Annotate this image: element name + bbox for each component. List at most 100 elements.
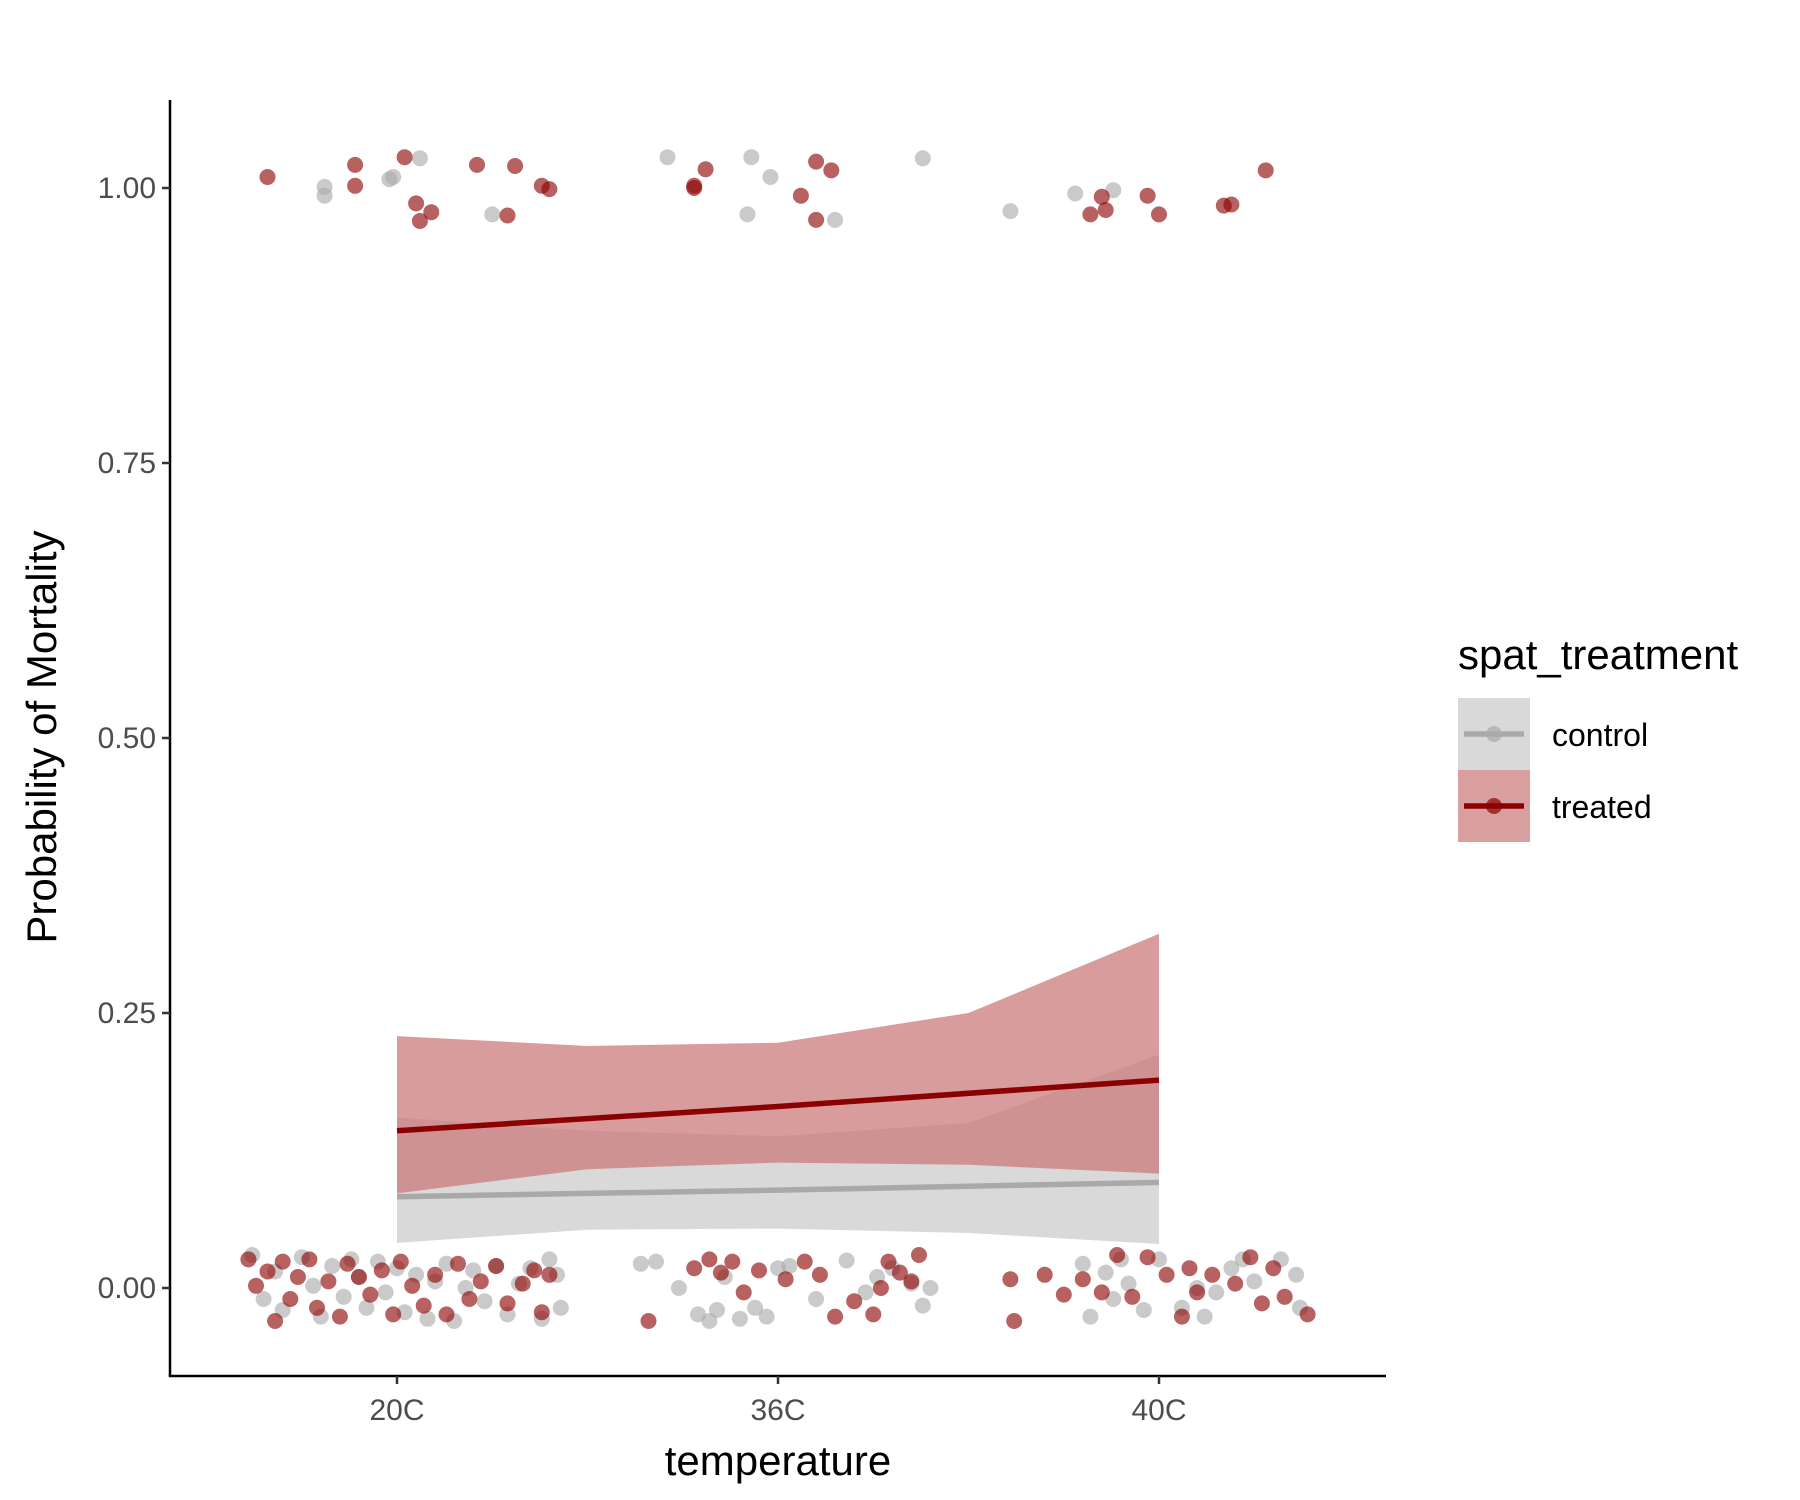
confidence-ribbons	[397, 933, 1159, 1244]
point-control	[1135, 1302, 1152, 1318]
point-treated	[880, 1253, 897, 1270]
point-treated	[423, 204, 440, 221]
point-control	[358, 1299, 375, 1316]
point-control	[914, 150, 931, 167]
point-control	[827, 211, 844, 228]
point-treated	[751, 1262, 767, 1279]
point-control	[1223, 1260, 1240, 1277]
y-tick-label: 0.50	[98, 722, 156, 755]
point-treated	[846, 1293, 863, 1310]
point-control	[1002, 203, 1019, 220]
point-treated	[827, 1308, 844, 1325]
point-treated	[350, 1269, 367, 1285]
point-treated	[1223, 196, 1240, 213]
point-treated	[533, 1304, 550, 1321]
point-control	[632, 1255, 649, 1272]
y-axis-ticks: 0.00 0.25 0.50 0.75 1.00	[98, 172, 170, 1305]
point-treated	[427, 1266, 444, 1283]
legend-item-control: control	[1458, 698, 1648, 770]
point-treated	[347, 156, 364, 173]
point-control	[1067, 185, 1084, 202]
fit-line-treated	[396, 1077, 1160, 1134]
point-treated	[1253, 1295, 1270, 1312]
point-treated	[320, 1273, 337, 1290]
point-treated	[438, 1306, 455, 1323]
point-control	[1074, 1255, 1091, 1272]
point-treated	[1257, 162, 1274, 179]
legend-title: spat_treatment	[1458, 631, 1738, 678]
point-treated	[1181, 1260, 1198, 1277]
point-control	[411, 150, 428, 167]
legend: spat_treatment control treated	[1458, 631, 1738, 842]
point-treated	[507, 158, 524, 174]
point-treated	[735, 1284, 752, 1301]
point-treated	[259, 169, 276, 185]
point-treated	[248, 1277, 264, 1294]
point-control	[743, 149, 760, 166]
x-tick-label: 20C	[369, 1394, 424, 1427]
fit-line-control	[396, 1179, 1160, 1200]
point-control	[1097, 1264, 1114, 1281]
point-treated	[1036, 1266, 1053, 1283]
point-control	[484, 206, 501, 223]
point-control	[316, 178, 333, 195]
point-treated	[499, 1295, 516, 1312]
point-control	[381, 171, 398, 188]
point-control	[1288, 1266, 1305, 1283]
point-treated	[396, 149, 413, 166]
point-treated	[777, 1271, 794, 1288]
point-control	[1120, 1275, 1137, 1292]
point-treated	[911, 1247, 927, 1263]
point-treated	[1002, 1271, 1019, 1288]
point-treated	[891, 1264, 908, 1281]
point-treated	[488, 1258, 505, 1274]
point-control	[747, 1299, 764, 1316]
point-control	[670, 1280, 687, 1296]
point-control	[922, 1280, 939, 1296]
point-treated	[526, 1262, 543, 1279]
point-treated	[373, 1262, 390, 1279]
point-control	[476, 1293, 493, 1310]
point-control	[1196, 1308, 1213, 1325]
x-tick-label: 36C	[750, 1394, 805, 1427]
y-axis-title: Probability of Mortality	[18, 530, 65, 943]
point-treated	[712, 1264, 729, 1281]
point-treated	[792, 187, 809, 204]
point-treated	[259, 1263, 276, 1280]
point-treated	[1242, 1249, 1259, 1266]
legend-point-treated	[1486, 798, 1502, 814]
x-axis-title: temperature	[665, 1437, 891, 1484]
point-treated	[1109, 1247, 1126, 1263]
point-control	[914, 1297, 931, 1314]
point-treated	[461, 1291, 478, 1307]
point-control	[1082, 1308, 1099, 1325]
point-control	[305, 1277, 322, 1294]
point-treated	[808, 153, 825, 170]
point-treated	[301, 1251, 318, 1268]
point-treated	[411, 213, 428, 229]
point-treated	[1299, 1306, 1316, 1323]
point-treated	[1139, 1249, 1156, 1266]
point-control	[762, 169, 779, 185]
point-treated	[796, 1253, 813, 1270]
point-treated	[1093, 1284, 1110, 1301]
point-treated	[347, 177, 364, 194]
point-treated	[339, 1255, 356, 1272]
point-treated	[1006, 1313, 1023, 1329]
point-control	[758, 1308, 775, 1325]
point-control	[1246, 1273, 1263, 1290]
point-treated	[362, 1286, 379, 1303]
point-treated	[469, 156, 485, 173]
point-treated	[1055, 1286, 1072, 1303]
point-treated	[811, 1266, 828, 1283]
point-treated	[872, 1280, 889, 1296]
point-treated	[415, 1297, 432, 1314]
point-treated	[1227, 1275, 1244, 1292]
point-treated	[408, 195, 425, 212]
point-treated	[404, 1277, 421, 1294]
point-treated	[903, 1273, 920, 1290]
point-treated	[472, 1273, 489, 1290]
point-control	[659, 149, 676, 166]
point-control	[808, 1291, 825, 1307]
